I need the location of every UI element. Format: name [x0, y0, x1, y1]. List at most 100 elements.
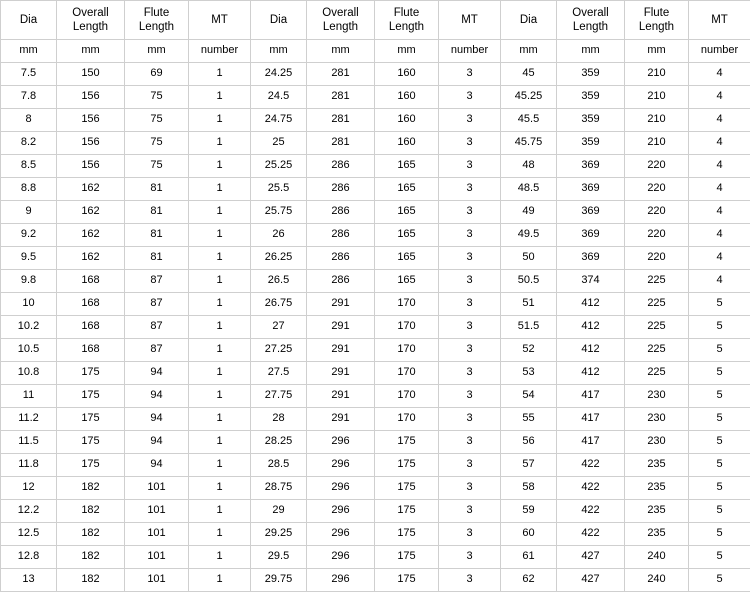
table-cell: 94 — [125, 431, 189, 454]
table-cell: 3 — [439, 477, 501, 500]
table-header: Dia Overall Length Flute Length MT Dia O… — [1, 1, 750, 63]
table-cell: 50 — [501, 247, 557, 270]
table-cell: 45 — [501, 63, 557, 86]
table-cell: 28 — [251, 408, 307, 431]
table-cell: 1 — [189, 270, 251, 293]
table-cell: 240 — [625, 546, 689, 569]
table-cell: 24.25 — [251, 63, 307, 86]
table-cell: 369 — [557, 224, 625, 247]
table-cell: 3 — [439, 454, 501, 477]
table-cell: 417 — [557, 431, 625, 454]
unit-cell: mm — [307, 40, 375, 63]
table-cell: 168 — [57, 316, 125, 339]
table-cell: 235 — [625, 477, 689, 500]
table-cell: 286 — [307, 201, 375, 224]
table-cell: 165 — [375, 224, 439, 247]
table-cell: 291 — [307, 293, 375, 316]
table-cell: 1 — [189, 569, 251, 592]
table-cell: 3 — [439, 293, 501, 316]
table-cell: 291 — [307, 339, 375, 362]
table-cell: 1 — [189, 408, 251, 431]
table-cell: 101 — [125, 569, 189, 592]
table-cell: 175 — [57, 362, 125, 385]
unit-cell: number — [689, 40, 750, 63]
table-cell: 175 — [375, 523, 439, 546]
table-cell: 182 — [57, 523, 125, 546]
table-cell: 81 — [125, 201, 189, 224]
table-cell: 1 — [189, 201, 251, 224]
table-cell: 175 — [57, 408, 125, 431]
header-cell: MT — [189, 1, 251, 40]
table-cell: 94 — [125, 408, 189, 431]
unit-cell: mm — [1, 40, 57, 63]
table-cell: 5 — [689, 523, 750, 546]
table-cell: 281 — [307, 132, 375, 155]
table-cell: 54 — [501, 385, 557, 408]
table-cell: 374 — [557, 270, 625, 293]
table-cell: 170 — [375, 362, 439, 385]
table-cell: 1 — [189, 431, 251, 454]
table-cell: 4 — [689, 155, 750, 178]
table-cell: 58 — [501, 477, 557, 500]
table-cell: 87 — [125, 270, 189, 293]
table-cell: 230 — [625, 385, 689, 408]
table-cell: 170 — [375, 385, 439, 408]
table-cell: 240 — [625, 569, 689, 592]
table-cell: 220 — [625, 224, 689, 247]
table-cell: 235 — [625, 523, 689, 546]
table-cell: 11.2 — [1, 408, 57, 431]
table-cell: 162 — [57, 224, 125, 247]
table-cell: 291 — [307, 408, 375, 431]
table-cell: 9.5 — [1, 247, 57, 270]
table-cell: 69 — [125, 63, 189, 86]
table-cell: 182 — [57, 546, 125, 569]
table-cell: 170 — [375, 339, 439, 362]
table-cell: 10.8 — [1, 362, 57, 385]
table-cell: 94 — [125, 454, 189, 477]
table-cell: 225 — [625, 293, 689, 316]
table-cell: 3 — [439, 224, 501, 247]
table-cell: 235 — [625, 500, 689, 523]
table-cell: 4 — [689, 224, 750, 247]
table-cell: 359 — [557, 86, 625, 109]
table-cell: 25 — [251, 132, 307, 155]
table-cell: 1 — [189, 316, 251, 339]
table-cell: 59 — [501, 500, 557, 523]
table-cell: 225 — [625, 316, 689, 339]
table-cell: 26 — [251, 224, 307, 247]
table-cell: 1 — [189, 86, 251, 109]
table-cell: 1 — [189, 500, 251, 523]
table-cell: 296 — [307, 546, 375, 569]
table-cell: 4 — [689, 201, 750, 224]
table-cell: 182 — [57, 500, 125, 523]
table-cell: 220 — [625, 247, 689, 270]
table-cell: 3 — [439, 431, 501, 454]
table-cell: 5 — [689, 454, 750, 477]
table-cell: 26.25 — [251, 247, 307, 270]
table-cell: 61 — [501, 546, 557, 569]
table-cell: 101 — [125, 477, 189, 500]
table-cell: 62 — [501, 569, 557, 592]
table-cell: 162 — [57, 178, 125, 201]
table-cell: 210 — [625, 132, 689, 155]
table-cell: 5 — [689, 431, 750, 454]
table-cell: 75 — [125, 132, 189, 155]
table-cell: 24.5 — [251, 86, 307, 109]
table-cell: 3 — [439, 408, 501, 431]
table-cell: 3 — [439, 316, 501, 339]
table-cell: 168 — [57, 270, 125, 293]
header-cell: Flute Length — [375, 1, 439, 40]
table-cell: 3 — [439, 546, 501, 569]
table-cell: 5 — [689, 477, 750, 500]
unit-cell: mm — [251, 40, 307, 63]
table-cell: 369 — [557, 178, 625, 201]
table-cell: 8.5 — [1, 155, 57, 178]
